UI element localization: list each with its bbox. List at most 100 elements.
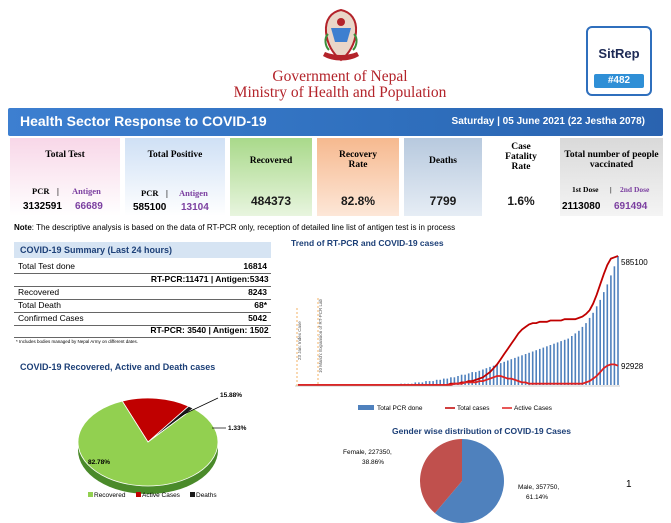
leader-line [179, 397, 219, 417]
card-vaccinated: Total number of people vaccinated 1st Do… [560, 138, 663, 216]
pcr-bar [592, 312, 594, 385]
ministry-title: Ministry of Health and Population [233, 84, 447, 101]
row-label: Confirmed Cases [18, 313, 84, 323]
card-recovered: Recovered 484373 [230, 138, 312, 216]
label-recovered: 82.78% [88, 459, 110, 466]
pcr-bar [517, 356, 520, 385]
label-active: 15.88% [220, 392, 242, 399]
label-female-pct: 38.86% [362, 459, 384, 466]
pcr-bar [443, 378, 445, 385]
pcr-bar [467, 373, 470, 385]
pie1-title: COVID-19 Recovered, Active and Death cas… [20, 362, 216, 372]
pcr-bar [418, 382, 420, 385]
slice-active [121, 397, 190, 443]
note-bold: Note [14, 223, 32, 232]
pcr-bar [425, 381, 427, 385]
deaths-value: 7799 [429, 194, 457, 208]
banner-date: Saturday | 05 June 2021 (22 Jestha 2078) [451, 116, 645, 127]
note-text: Note: The descriptive analysis is based … [14, 223, 455, 232]
dose2-value: 691494 [614, 201, 648, 212]
label-male-pct: 61.14% [526, 494, 548, 501]
total-test-pcr-value: 3132591 [23, 201, 62, 212]
dose1-label: 1st Dose [572, 185, 599, 194]
legend-recovered: Recovered [94, 492, 126, 499]
nepal-emblem-logo [323, 8, 359, 62]
note-body: : The descriptive analysis is based on t… [31, 223, 456, 232]
legend-swatch [358, 405, 374, 410]
pcr-bar [460, 374, 463, 385]
government-title: Government of Nepal [272, 68, 408, 85]
pcr-bar [549, 345, 552, 385]
pcr-bar [571, 336, 573, 385]
label-total-cases: 585100 [621, 258, 648, 267]
gender-chart: Female, 227350, 38.86% Male, 357750, 61.… [343, 439, 559, 523]
total-positive-pcr-value: 585100 [133, 202, 167, 213]
legend-swatch [88, 492, 93, 497]
pcr-bar [581, 326, 584, 385]
cfr-value: 1.6% [507, 194, 535, 208]
pcr-bar [613, 266, 616, 385]
row-value: 68* [254, 300, 267, 310]
card-total-test-label: Total Test [45, 150, 85, 160]
pcr-bar [563, 339, 566, 385]
slice-male [434, 439, 504, 523]
annotation-index-case: 23 Jan: Index Case [297, 321, 302, 360]
pcr-bar [464, 374, 466, 385]
pcr-bar [528, 352, 530, 386]
legend-total: Total cases [457, 405, 490, 412]
legend-pcr: Total PCR done [377, 405, 423, 412]
pcr-bar [450, 377, 452, 385]
pcr-bar [510, 359, 513, 385]
pcr-bar [432, 381, 434, 385]
pcr-bar [475, 372, 477, 385]
pcr-label: PCR [32, 186, 50, 196]
card-total-positive-label: Total Positive [147, 150, 203, 160]
sitrep-badge: SitRep #482 [586, 26, 652, 96]
pcr-bar [421, 382, 424, 385]
page-number: 1 [626, 479, 632, 490]
pcr-bar [574, 333, 577, 385]
pcr-bar [560, 341, 562, 385]
label-deaths: 1.33% [228, 425, 247, 432]
table-row: Confirmed Cases 5042 [14, 313, 271, 326]
pcr-bar [606, 284, 609, 385]
pcr-bar [567, 338, 569, 385]
trend-title: Trend of RT-PCR and COVID-19 cases [291, 238, 444, 248]
pcr-bar [588, 317, 591, 385]
total-positive-antigen-value: 13104 [181, 202, 209, 213]
card-total-positive: Total Positive PCR | Antigen 585100 1310… [125, 138, 225, 216]
title-banner: Health Sector Response to COVID-19 Satur… [8, 108, 663, 136]
banner-title: Health Sector Response to COVID-19 [20, 113, 267, 129]
pie1-chart: 15.88% 1.33% 82.78% Recovered Active Cas… [77, 392, 247, 499]
pcr-bar [439, 379, 441, 385]
slice-recovered [77, 400, 219, 487]
row-value: 8243 [248, 287, 267, 297]
antigen-label: Antigen [72, 186, 101, 196]
card-cfr-label: Case Fatality Rate [505, 142, 537, 172]
annotation-lab-expansion: 10 March: Expansion of RT-PCR Lab [318, 299, 323, 373]
label-active-cases: 92928 [621, 362, 644, 371]
card-total-test: Total Test PCR | Antigen 3132591 66689 [10, 138, 120, 216]
pcr-bar [595, 306, 598, 385]
dose2-label: 2nd Dose [620, 185, 650, 194]
table-row: Total Death 68* [14, 300, 271, 313]
pcr-bar [553, 343, 555, 385]
row-label: Total Test done [18, 261, 76, 271]
pcr-bar [492, 365, 495, 385]
pcr-bar [617, 256, 619, 385]
row-value: 16814 [243, 261, 267, 271]
card-deaths-label: Deaths [429, 156, 457, 166]
pcr-bar [428, 381, 431, 385]
separator: | [57, 186, 59, 196]
gender-title: Gender wise distribution of COVID-19 Cas… [392, 426, 572, 436]
trend-chart: 23 Jan: Index Case 10 March: Expansion o… [295, 255, 648, 412]
separator: | [166, 188, 168, 198]
legend-active: Active Cases [142, 492, 181, 499]
pcr-bar [585, 323, 587, 385]
pcr-bar [435, 379, 438, 385]
legend-deaths: Deaths [196, 492, 217, 499]
legend-swatch [136, 492, 141, 497]
pcr-bar [453, 377, 456, 385]
pcr-bar [610, 275, 612, 385]
pcr-bar [489, 366, 491, 385]
